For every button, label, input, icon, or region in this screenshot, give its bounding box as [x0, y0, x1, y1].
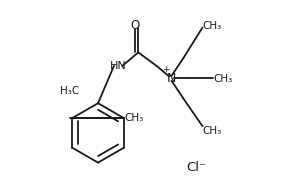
- Text: H₃C: H₃C: [60, 86, 79, 96]
- Text: N: N: [167, 72, 177, 85]
- Text: O: O: [130, 19, 140, 32]
- Text: CH₃: CH₃: [124, 113, 143, 123]
- Text: +: +: [162, 65, 169, 74]
- Text: Cl⁻: Cl⁻: [187, 161, 207, 174]
- Text: CH₃: CH₃: [213, 74, 232, 84]
- Text: CH₃: CH₃: [202, 126, 222, 136]
- Text: HN: HN: [109, 61, 126, 71]
- Text: CH₃: CH₃: [202, 21, 222, 31]
